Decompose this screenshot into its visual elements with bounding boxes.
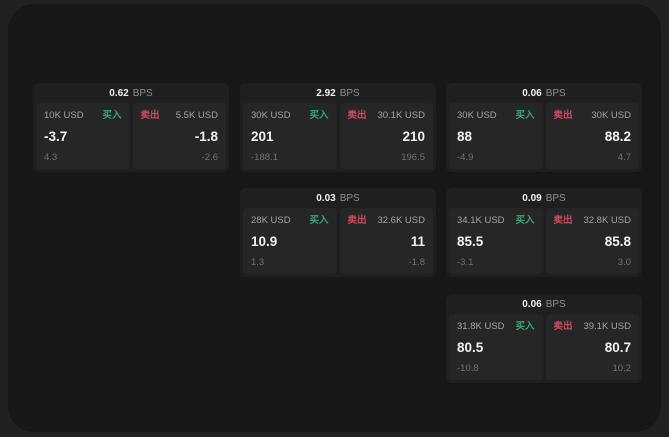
sell-amount-label: 5.5K USD [175, 110, 218, 121]
quote-card: 0.62 BPS 10K USD 买入 -3.7 4.3 卖出 5.5K USD… [33, 83, 229, 172]
buy-amount-label: 30K USD [457, 110, 497, 121]
buy-amount-label: 28K USD [251, 215, 291, 226]
buy-side-label: 买入 [515, 321, 535, 332]
sell-panel[interactable]: 卖出 32.8K USD 85.8 3.0 [545, 208, 639, 274]
buy-amount-label: 30K USD [251, 110, 291, 121]
bps-value: 0.09 [522, 192, 542, 204]
sell-price: 88.2 [604, 128, 631, 144]
bps-value: 0.06 [522, 87, 542, 99]
buy-panel[interactable]: 28K USD 买入 10.9 1.3 [243, 208, 337, 274]
bps-header: 2.92 BPS [240, 83, 436, 103]
bps-header: 0.62 BPS [33, 83, 229, 103]
sell-panel[interactable]: 卖出 39.1K USD 80.7 10.2 [545, 314, 639, 380]
sell-side-label: 卖出 [553, 215, 573, 226]
sell-price: -1.8 [194, 128, 218, 144]
buy-delta: 4.3 [44, 151, 58, 163]
quote-card: 0.03 BPS 28K USD 买入 10.9 1.3 卖出 32.6K US… [240, 188, 436, 277]
buy-side-label: 买入 [309, 215, 329, 226]
buy-amount-label: 10K USD [44, 110, 84, 121]
sell-amount-label: 32.8K USD [583, 215, 631, 226]
bps-unit: BPS [545, 87, 566, 99]
sell-panel[interactable]: 卖出 30K USD 88.2 4.7 [545, 103, 639, 169]
card-body: 30K USD 买入 88 -4.9 卖出 30K USD 88.2 4.7 [446, 103, 642, 172]
buy-panel[interactable]: 34.1K USD 买入 85.5 -3.1 [449, 208, 543, 274]
sell-side-label: 卖出 [553, 110, 573, 121]
card-body: 28K USD 买入 10.9 1.3 卖出 32.6K USD 11 -1.8 [240, 208, 436, 277]
sell-delta: 3.0 [617, 256, 631, 268]
bps-unit: BPS [339, 192, 360, 204]
buy-delta: -4.9 [457, 151, 474, 163]
sell-delta: 4.7 [617, 151, 631, 163]
sell-delta: -1.8 [408, 256, 425, 268]
bps-header: 0.06 BPS [446, 83, 642, 103]
bps-header: 0.09 BPS [446, 188, 642, 208]
sell-side-label: 卖出 [140, 110, 160, 121]
bps-header: 0.03 BPS [240, 188, 436, 208]
quote-card: 0.06 BPS 30K USD 买入 88 -4.9 卖出 30K USD 8… [446, 83, 642, 172]
card-body: 31.8K USD 买入 80.5 -10.8 卖出 39.1K USD 80.… [446, 314, 642, 383]
sell-side-label: 卖出 [347, 110, 367, 121]
sell-price: 210 [402, 128, 425, 144]
buy-side-label: 买入 [515, 215, 535, 226]
buy-panel[interactable]: 10K USD 买入 -3.7 4.3 [36, 103, 130, 169]
quote-card: 0.06 BPS 31.8K USD 买入 80.5 -10.8 卖出 39.1… [446, 294, 642, 383]
buy-price: 80.5 [457, 339, 484, 355]
sell-amount-label: 39.1K USD [583, 321, 631, 332]
sell-side-label: 卖出 [347, 215, 367, 226]
sell-delta: 10.2 [612, 362, 632, 374]
buy-panel[interactable]: 30K USD 买入 88 -4.9 [449, 103, 543, 169]
buy-price: -3.7 [44, 128, 68, 144]
buy-delta: -188.1 [251, 151, 278, 163]
quote-card: 0.09 BPS 34.1K USD 买入 85.5 -3.1 卖出 32.8K… [446, 188, 642, 277]
card-body: 10K USD 买入 -3.7 4.3 卖出 5.5K USD -1.8 -2.… [33, 103, 229, 172]
sell-amount-label: 30.1K USD [377, 110, 425, 121]
bps-header: 0.06 BPS [446, 294, 642, 314]
buy-delta: -3.1 [457, 256, 474, 268]
sell-amount-label: 30K USD [591, 110, 631, 121]
buy-panel[interactable]: 30K USD 买入 201 -188.1 [243, 103, 337, 169]
card-body: 30K USD 买入 201 -188.1 卖出 30.1K USD 210 1… [240, 103, 436, 172]
sell-delta: -2.6 [201, 151, 218, 163]
sell-panel[interactable]: 卖出 5.5K USD -1.8 -2.6 [132, 103, 226, 169]
sell-price: 11 [410, 233, 425, 249]
buy-side-label: 买入 [309, 110, 329, 121]
sell-amount-label: 32.6K USD [377, 215, 425, 226]
buy-price: 88 [457, 128, 473, 144]
sell-price: 85.8 [604, 233, 631, 249]
card-body: 34.1K USD 买入 85.5 -3.1 卖出 32.8K USD 85.8… [446, 208, 642, 277]
sell-side-label: 卖出 [553, 321, 573, 332]
bps-value: 0.06 [522, 298, 542, 310]
buy-delta: -10.8 [457, 362, 479, 374]
bps-value: 0.62 [109, 87, 129, 99]
buy-side-label: 买入 [515, 110, 535, 121]
buy-price: 201 [251, 128, 274, 144]
bps-value: 2.92 [316, 87, 336, 99]
buy-delta: 1.3 [251, 256, 265, 268]
buy-amount-label: 31.8K USD [457, 321, 505, 332]
sell-delta: 196.5 [401, 151, 425, 163]
app-window: 0.62 BPS 10K USD 买入 -3.7 4.3 卖出 5.5K USD… [8, 4, 661, 432]
quote-card: 2.92 BPS 30K USD 买入 201 -188.1 卖出 30.1K … [240, 83, 436, 172]
bps-unit: BPS [339, 87, 360, 99]
sell-panel[interactable]: 卖出 32.6K USD 11 -1.8 [339, 208, 433, 274]
buy-amount-label: 34.1K USD [457, 215, 505, 226]
buy-side-label: 买入 [102, 110, 122, 121]
bps-unit: BPS [132, 87, 153, 99]
bps-unit: BPS [545, 192, 566, 204]
bps-unit: BPS [545, 298, 566, 310]
buy-price: 10.9 [251, 233, 278, 249]
buy-price: 85.5 [457, 233, 484, 249]
sell-price: 80.7 [604, 339, 631, 355]
sell-panel[interactable]: 卖出 30.1K USD 210 196.5 [339, 103, 433, 169]
buy-panel[interactable]: 31.8K USD 买入 80.5 -10.8 [449, 314, 543, 380]
bps-value: 0.03 [316, 192, 336, 204]
